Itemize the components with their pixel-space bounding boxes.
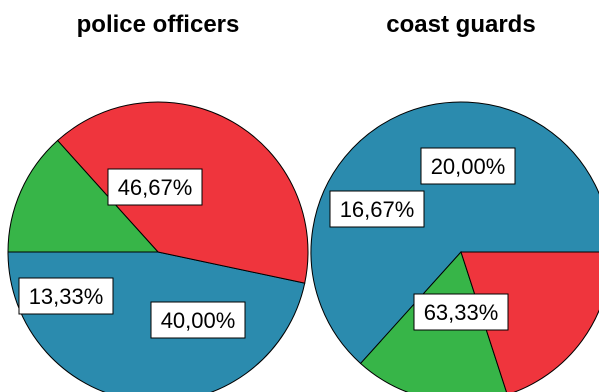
pie-slice-1-20-00 <box>460 251 599 392</box>
pie-slice-0-13-33 <box>7 139 160 253</box>
slice-label-text: 40,00% <box>161 308 236 333</box>
slice-label-box <box>18 277 114 315</box>
slice-label-box <box>329 190 425 228</box>
slice-label-1-20-00: 20,00% <box>420 147 516 185</box>
slice-label-1-16-67: 16,67% <box>329 190 425 228</box>
chart-title-police-officers: police officers <box>77 11 240 38</box>
slice-label-0-40-00: 40,00% <box>150 301 246 339</box>
slice-label-box <box>420 147 516 185</box>
pie-slice-1-63-33 <box>310 101 599 365</box>
slice-label-text: 16,67% <box>340 197 415 222</box>
slice-label-text: 20,00% <box>431 154 506 179</box>
slice-label-box <box>150 301 246 339</box>
slice-label-text: 46,67% <box>118 175 193 200</box>
pie-coast-guards: 63,33% 16,67% 20,00% <box>310 101 599 392</box>
slice-label-1-63-33: 63,33% <box>413 293 509 331</box>
pie-police-officers: 46,67% 40,00% 13,33% <box>7 101 309 392</box>
slice-label-box <box>413 293 509 331</box>
slice-label-text: 13,33% <box>29 284 104 309</box>
chart-title-coast-guards: coast guards <box>386 11 535 38</box>
slice-label-text: 63,33% <box>424 300 499 325</box>
slice-label-0-46-67: 46,67% <box>107 168 203 206</box>
slice-label-0-13-33: 13,33% <box>18 277 114 315</box>
slice-label-box <box>107 168 203 206</box>
